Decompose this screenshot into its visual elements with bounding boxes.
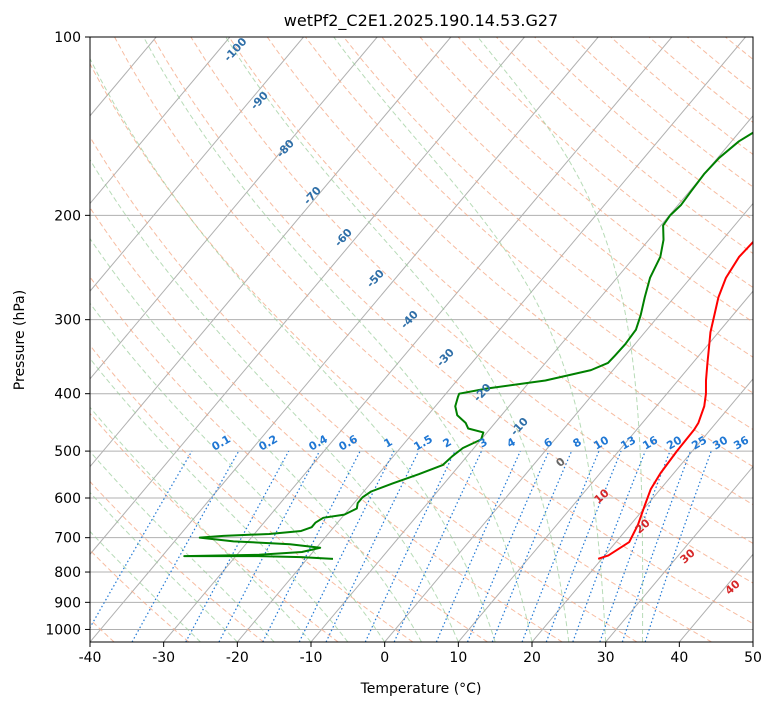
dry-adiabat-line [419, 37, 753, 323]
dry-adiabat-line [343, 37, 753, 394]
moist-adiabat-line [143, 37, 533, 642]
x-tick-label: 50 [744, 650, 762, 666]
mixing-ratio-line [521, 450, 600, 642]
y-tick-label: 700 [54, 531, 81, 547]
dry-adiabat-line [90, 206, 563, 642]
mixing-ratio-line [491, 450, 573, 642]
isotherm-line [605, 465, 753, 642]
isotherm-line [90, 37, 452, 468]
dry-adiabat-line [90, 276, 488, 642]
moist-adiabat-line [90, 406, 312, 642]
x-tick-label: -10 [300, 650, 323, 666]
dry-adiabat-line [305, 37, 753, 431]
dry-adiabat-line [457, 37, 753, 289]
isotherm-line [90, 37, 525, 556]
isotherm-line [457, 290, 753, 642]
moist-adiabat-line [333, 37, 607, 642]
x-tick-label: 30 [597, 650, 615, 666]
y-tick-label: 500 [54, 444, 81, 460]
mixing-ratio-line [131, 450, 240, 642]
moist-adiabat-line [225, 37, 570, 642]
x-tick-label: 40 [670, 650, 688, 666]
chart-title: wetPf2_C2E1.2025.190.14.53.G27 [284, 11, 558, 31]
moist-adiabat-line [90, 530, 201, 642]
moist-adiabat-line [90, 302, 386, 642]
moist-adiabat-line [90, 450, 275, 642]
dry-adiabat-line [90, 62, 712, 642]
mixing-ratio-line [545, 450, 622, 642]
moist-adiabat-line [90, 237, 422, 642]
mixing-ratio-line [644, 450, 712, 642]
moist-adiabat-line [90, 357, 349, 642]
mixing-ratio-line [621, 450, 692, 642]
dewpoint-profile-line [183, 131, 753, 560]
profile-lines [183, 131, 753, 560]
plot-frame [89, 36, 754, 643]
dry-adiabat-line [90, 480, 264, 642]
mixing-ratio-line [572, 450, 646, 642]
mixing-ratio-line [599, 450, 671, 642]
mixing-ratio-line [185, 450, 290, 642]
moist-adiabat-line [90, 491, 238, 642]
x-tick-label: -20 [226, 650, 249, 666]
mixing-ratio-line [218, 450, 321, 642]
x-axis-label: Temperature (°C) [360, 681, 482, 697]
isotherm-line [236, 37, 746, 642]
y-tick-label: 900 [54, 595, 81, 611]
dry-adiabat-line [152, 37, 753, 584]
dry-adiabat-line [190, 37, 753, 544]
isotherm-line [90, 37, 378, 380]
mixing-ratio-line [262, 450, 361, 642]
temperature-profile-line [597, 240, 753, 560]
isotherm-line [90, 37, 304, 292]
y-tick-label: 800 [54, 565, 81, 581]
x-tick-label: 20 [523, 650, 541, 666]
y-axis-label: Pressure (hPa) [12, 290, 28, 390]
y-tick-label: 200 [54, 208, 81, 224]
mixing-ratio-line [298, 450, 395, 642]
dry-adiabat-line [90, 136, 638, 642]
dry-adiabat-line [90, 412, 339, 642]
isotherm-line [531, 378, 753, 642]
isotherm-line [90, 37, 231, 205]
moist-adiabat-line [477, 37, 644, 642]
x-tick-label: -30 [152, 650, 175, 666]
x-tick-label: 10 [449, 650, 467, 666]
y-tick-label: 1000 [45, 622, 81, 638]
dry-adiabat-line [228, 37, 753, 506]
axes: -40 -30 -20 -10 0 10 20 30 40 50 100 200 300 400 500 60… [45, 30, 762, 666]
y-tick-label: 300 [54, 313, 81, 329]
isotherm-line [310, 115, 753, 642]
moist-adiabat-line [90, 57, 496, 642]
mixing-ratio-line [466, 450, 550, 642]
isotherm-line [90, 37, 599, 642]
x-tick-label: -40 [79, 650, 102, 666]
mixing-ratio-line [435, 450, 521, 642]
x-tick-label: 0 [380, 650, 389, 666]
isotherm-line [384, 202, 753, 642]
y-tick-label: 600 [54, 491, 81, 507]
y-tick-label: 400 [54, 387, 81, 403]
y-tick-label: 100 [54, 30, 81, 46]
